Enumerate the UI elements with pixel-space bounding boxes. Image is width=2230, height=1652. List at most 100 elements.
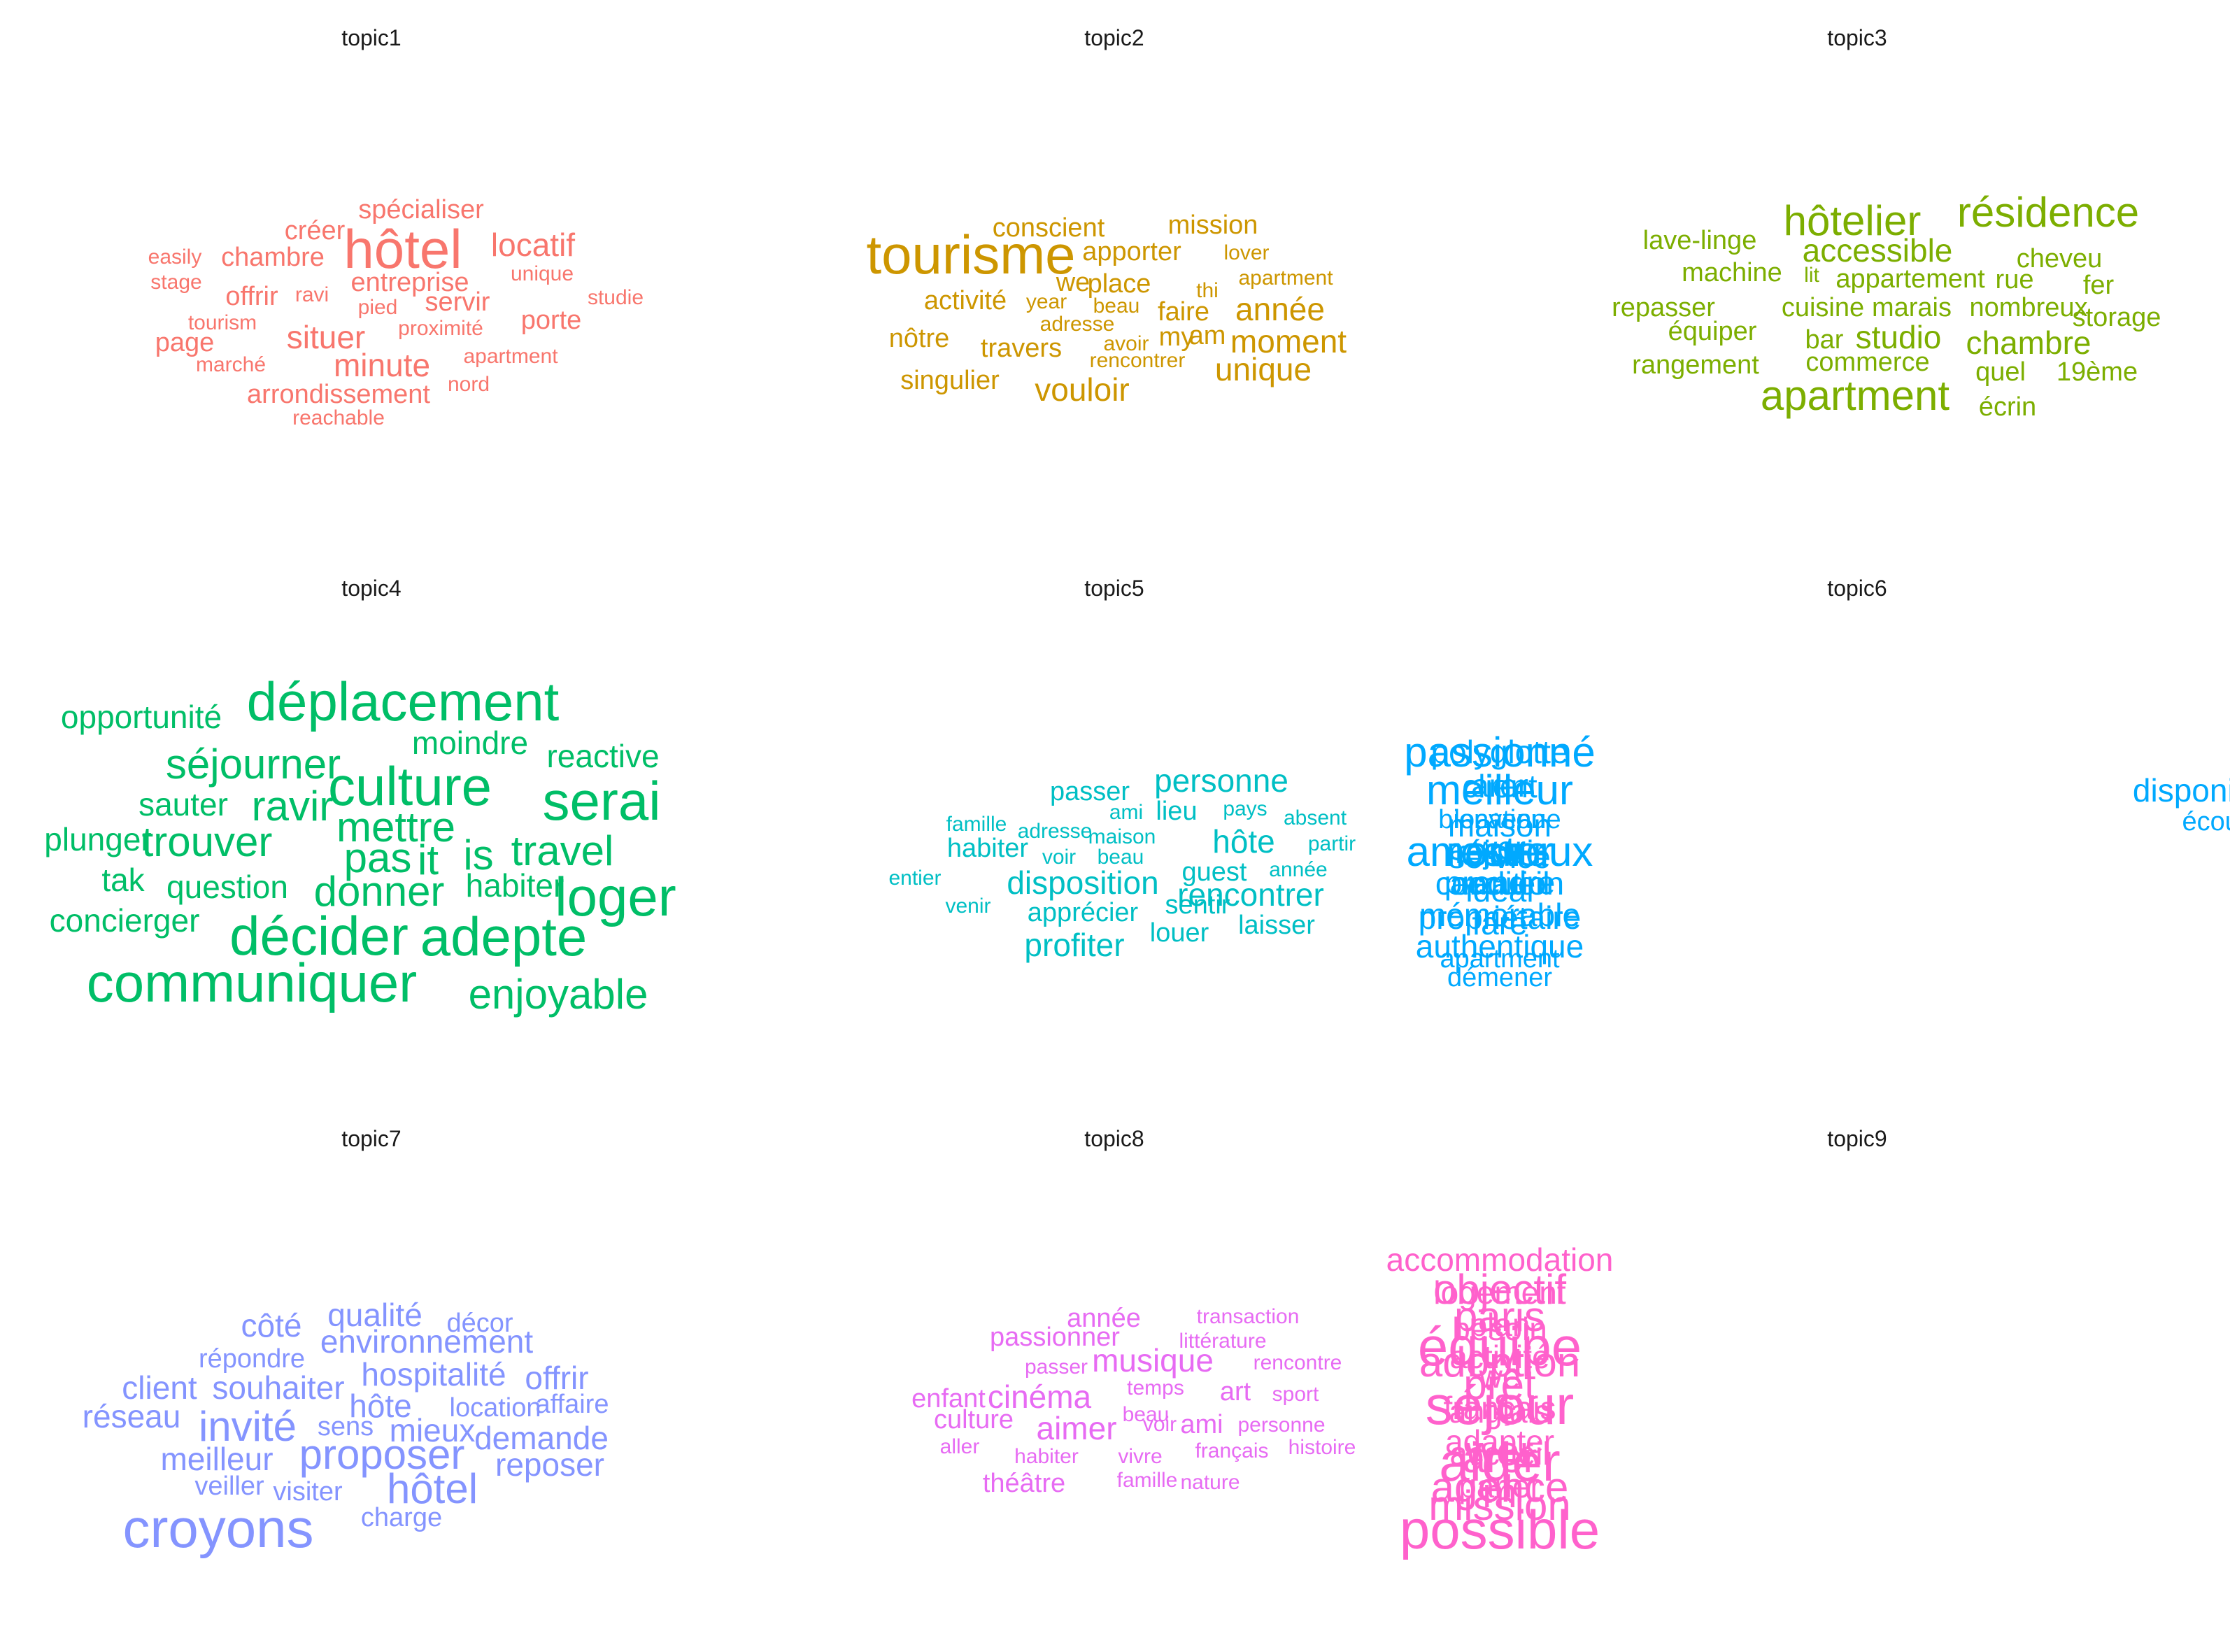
cloud-word: accueil: [1449, 1435, 1550, 1472]
cloud-word: sauter: [139, 786, 228, 823]
cloud-word: veiller: [194, 1472, 264, 1501]
cloud-word: agence: [1430, 1464, 1569, 1511]
cloud-word: aller: [939, 1435, 980, 1458]
cloud-word: unique: [510, 262, 574, 285]
topic-panel-2: topic2 conscient mission tourisme apporter lo…: [743, 0, 1486, 550]
cloud-word: reachable: [292, 406, 385, 429]
cloud-word: easily: [148, 245, 202, 269]
cloud-word: bar: [1805, 325, 1844, 355]
cloud-word: proximité: [398, 317, 483, 340]
cloud-word: locatif: [490, 227, 576, 263]
cloud-word: profiter: [1024, 927, 1125, 963]
cloud-word: adresse: [1017, 820, 1093, 843]
cloud-word: visiter: [273, 1477, 343, 1507]
cloud-word: environnement: [320, 1323, 534, 1360]
cloud-word: beau: [1093, 294, 1140, 318]
cloud-word: croyons: [122, 1497, 314, 1559]
cloud-word: année: [1269, 858, 1328, 881]
cloud-word: amoureux: [1406, 828, 1593, 875]
cloud-word: marais: [1871, 293, 1952, 322]
cloud-word: prendre: [1444, 864, 1556, 901]
cloud-word: plan: [1469, 1306, 1531, 1343]
cloud-word: communiquer: [86, 952, 418, 1013]
cloud-word: apartment: [463, 345, 558, 368]
cloud-word: commerce: [1805, 348, 1930, 377]
cloud-word: logement: [1433, 1274, 1566, 1311]
cloud-word: hôtel: [343, 218, 462, 280]
cloud-word: entier: [888, 867, 942, 890]
cloud-word: hospitalité: [361, 1356, 506, 1393]
cloud-word: avoir: [1103, 332, 1149, 355]
cloud-word: maison: [1447, 807, 1552, 843]
cloud-word: disponibles: [2132, 772, 2230, 809]
cloud-word: is: [463, 832, 494, 878]
cloud-word: nature: [1180, 1471, 1240, 1494]
cloud-word: apartment: [1760, 372, 1950, 419]
cloud-word: lover: [1223, 241, 1270, 264]
cloud-word: cuisine: [1781, 293, 1865, 322]
cloud-word: disposition: [1007, 864, 1159, 901]
cloud-word: lit: [1804, 264, 1819, 287]
cloud-word: rangement: [1632, 350, 1759, 380]
cloud-word: entreprise: [350, 268, 469, 297]
cloud-word: culture: [327, 755, 492, 817]
cloud-word: famille: [946, 813, 1007, 836]
cloud-word: décor: [446, 1309, 513, 1338]
cloud-word: studio: [1855, 319, 1942, 355]
cloud-word: anglais: [1449, 1393, 1551, 1430]
cloud-word: wer: [1473, 829, 1526, 866]
topic-panel-4: topic4 déplacement opportunité moindre séjou…: [0, 550, 743, 1101]
cloud-word: unique: [1214, 351, 1312, 387]
cloud-word: nôtre: [888, 324, 950, 353]
cloud-word: rencontrer: [1177, 876, 1324, 913]
cloud-word: mémorable: [1419, 897, 1581, 933]
cloud-word: vouloir: [1035, 371, 1130, 408]
cloud-word: année: [1067, 1304, 1141, 1333]
cloud-word: condition: [1435, 865, 1565, 902]
cloud-word: apartment: [1238, 266, 1333, 290]
cloud-word: mettre: [336, 804, 456, 850]
cloud-word: histoire: [1288, 1436, 1356, 1459]
cloud-word: minute: [333, 347, 431, 383]
cloud-word: arrondissement: [247, 380, 430, 409]
cloud-word: fer: [2082, 271, 2115, 300]
cloud-word: démener: [1447, 963, 1552, 992]
cloud-word: rencontre: [1253, 1351, 1342, 1374]
cloud-word: rester: [1446, 828, 1554, 875]
cloud-word: porte: [520, 306, 582, 335]
cloud-word: hôte: [349, 1388, 412, 1424]
cloud-word: moindre: [411, 725, 529, 761]
cloud-word: séjourner: [165, 741, 341, 788]
cloud-word: sens: [317, 1412, 374, 1441]
cloud-word: souhaiter: [212, 1369, 345, 1406]
topic-title: topic8: [1084, 1126, 1144, 1151]
cloud-word: adepte: [420, 906, 588, 967]
cloud-word: studie: [587, 286, 644, 309]
cloud-word: meilleur: [160, 1441, 274, 1477]
cloud-word: travel: [511, 827, 614, 874]
cloud-word: am: [1188, 321, 1226, 350]
cloud-word: écout: [2182, 807, 2230, 836]
cloud-word: mission: [1167, 211, 1258, 240]
cloud-word: personne: [1154, 762, 1288, 799]
cloud-word: location: [1454, 805, 1546, 834]
cloud-word: faré: [1472, 905, 1528, 941]
cloud-word: ravir: [251, 783, 334, 829]
topic-panel-3: topic3 hôtelier résidence lave-linge accessi…: [1486, 0, 2229, 550]
cloud-word: question: [166, 869, 288, 905]
cloud-word: concierger: [49, 902, 200, 939]
cloud-word: storage: [2072, 303, 2161, 332]
cloud-word: français: [1443, 1390, 1556, 1426]
cloud-word: qualité: [327, 1297, 422, 1333]
cloud-word: demande: [474, 1420, 609, 1456]
cloud-word: aimer: [1036, 1410, 1117, 1446]
cloud-word: sentir: [1165, 890, 1230, 920]
cloud-word: activité: [923, 286, 1007, 315]
cloud-word: année: [1235, 291, 1325, 327]
cloud-word: 19ème: [2056, 357, 2138, 387]
cloud-word: culture: [933, 1405, 1014, 1434]
cloud-word: offrir: [225, 282, 278, 311]
cloud-word: affaire: [535, 1390, 609, 1419]
cloud-word: apprécier: [1027, 898, 1139, 927]
